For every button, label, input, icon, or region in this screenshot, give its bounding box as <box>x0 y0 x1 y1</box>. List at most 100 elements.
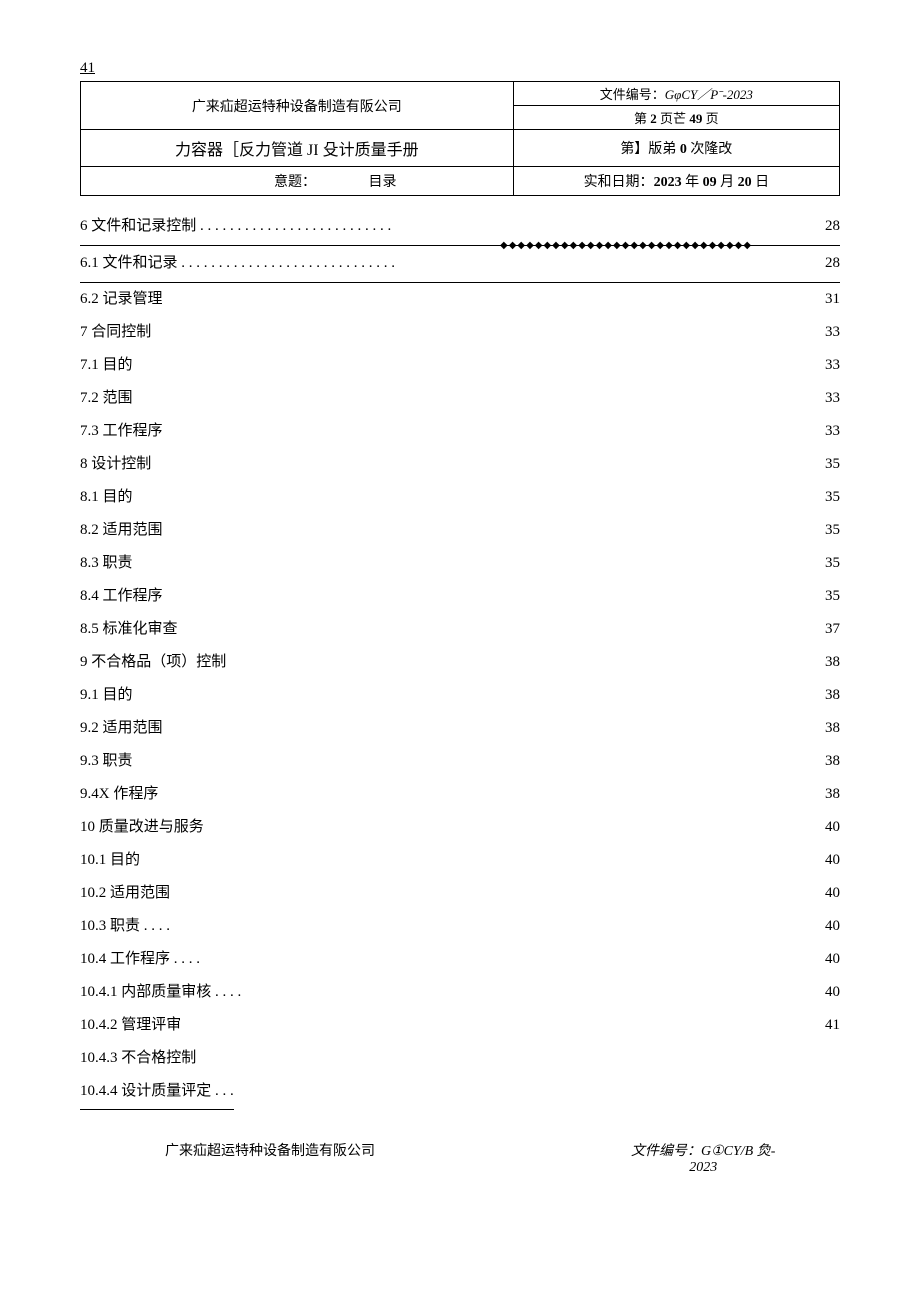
toc-label: 7.1 目的 <box>80 349 133 382</box>
toc-page-number: 31 <box>805 283 840 316</box>
toc-label: 10.1 目的 <box>80 844 140 877</box>
toc-page-number: 40 <box>805 844 840 877</box>
footer-doc-num2: 2023 <box>689 1160 717 1175</box>
toc-page-number: 28 <box>805 247 840 280</box>
page-corner-number: 41 <box>80 60 840 77</box>
toc-page-number: 35 <box>805 448 840 481</box>
toc-page-number: 28 <box>805 210 840 243</box>
toc-row: 6.2 记录管理 31 <box>80 283 840 316</box>
date-label: 实和日期： <box>584 175 654 190</box>
toc-row: 10 质量改进与服务 40 <box>80 811 840 844</box>
toc-row: 10.4.4 设计质量评定 . . . <box>80 1075 840 1110</box>
footer-doc-label: 文件编号： <box>631 1144 701 1159</box>
date-day: 20 <box>738 175 752 190</box>
toc-label: 7.3 工作程序 <box>80 415 163 448</box>
date-month: 09 <box>703 175 717 190</box>
page-mid: 页芒 <box>657 111 690 126</box>
toc-page-number: 38 <box>805 679 840 712</box>
toc-label: 8.4 工作程序 <box>80 580 163 613</box>
toc-label: 10.3 职责 . . . . <box>80 910 170 943</box>
toc-row: 10.4.1 内部质量审核 . . . . 40 <box>80 976 840 1009</box>
toc-row: 7.3 工作程序 33 <box>80 415 840 448</box>
toc-page-number: 35 <box>805 514 840 547</box>
toc-label: 10 质量改进与服务 <box>80 811 204 844</box>
toc-label: 9 不合格品（项）控制 <box>80 646 226 679</box>
toc-page-number: 40 <box>805 943 840 976</box>
toc-page-number: 40 <box>805 910 840 943</box>
toc-page-number: 41 <box>805 1009 840 1042</box>
toc-page-number: 38 <box>805 745 840 778</box>
date-year: 2023 <box>654 175 682 190</box>
date-m: 月 <box>717 175 738 190</box>
version-prefix: 第】版弟 <box>620 142 680 157</box>
toc-row: 10.4 工作程序 . . . . 40 <box>80 943 840 976</box>
toc-label: 8.1 目的 <box>80 481 133 514</box>
subject-cell: 意题： 目录 <box>81 167 514 196</box>
toc-label: 8.3 职责 <box>80 547 133 580</box>
toc-row: 8.4 工作程序 35 <box>80 580 840 613</box>
toc-page-number: 33 <box>805 349 840 382</box>
toc-row: 8.1 目的 35 <box>80 481 840 514</box>
toc-page-number: 38 <box>805 646 840 679</box>
document-page: 41 广来疝超运特种设备制造有阪公司 文件编号：GφCY／Pˉ-2023 第 2… <box>0 0 920 1216</box>
footer-company: 广来疝超运特种设备制造有阪公司 <box>80 1140 460 1176</box>
subject-value: 目录 <box>320 171 446 191</box>
date-cell: 实和日期：2023 年 09 月 20 日 <box>513 167 839 196</box>
doc-number-label: 文件编号： <box>600 87 665 102</box>
company-name: 广来疝超运特种设备制造有阪公司 <box>192 100 402 115</box>
toc-row: 8 设计控制 35 <box>80 448 840 481</box>
toc-row: 9.4X 作程序 38 <box>80 778 840 811</box>
toc-page-number: 33 <box>805 382 840 415</box>
toc-label: 7.2 范围 <box>80 382 133 415</box>
toc-row: 8.5 标准化审查 37 <box>80 613 840 646</box>
toc-row: 8.3 职责35 <box>80 547 840 580</box>
toc-row: 10.1 目的 40 <box>80 844 840 877</box>
footer-doc-num: G①CY/B 烉- <box>701 1144 775 1159</box>
page-prefix: 第 <box>634 111 650 126</box>
header-table: 广来疝超运特种设备制造有阪公司 文件编号：GφCY／Pˉ-2023 第 2 页芒… <box>80 81 840 196</box>
table-of-contents: 6 文件和记录控制 . . . . . . . . . . . . . . . … <box>80 210 840 1110</box>
page-count-cell: 第 2 页芒 49 页 <box>513 106 839 130</box>
toc-page-number: 35 <box>805 580 840 613</box>
toc-label: 10.4 工作程序 . . . . <box>80 943 200 976</box>
page-suffix: 页 <box>702 111 718 126</box>
toc-row: 10.4.3 不合格控制 <box>80 1042 840 1075</box>
toc-label: 6.1 文件和记录 . . . . . . . . . . . . . . . … <box>80 247 395 280</box>
toc-row: 9.1 目的38 <box>80 679 840 712</box>
toc-label: 8.5 标准化审查 <box>80 613 178 646</box>
toc-label: 10.4.3 不合格控制 <box>80 1042 196 1075</box>
toc-page-number: 40 <box>805 976 840 1009</box>
toc-row: 6.1 文件和记录 . . . . . . . . . . . . . . . … <box>80 247 840 283</box>
toc-page-number: 33 <box>805 415 840 448</box>
toc-page-number: 37 <box>805 613 840 646</box>
toc-page-number: 33 <box>805 316 840 349</box>
doc-number-value: GφCY／Pˉ-2023 <box>665 87 753 102</box>
toc-label: 9.3 职责 <box>80 745 133 778</box>
toc-row: 7.1 目的 33 <box>80 349 840 382</box>
toc-label: 9.2 适用范围 <box>80 712 163 745</box>
footer-doc-number: 文件编号：G①CY/B 烉- 2023 <box>566 1140 840 1176</box>
toc-page-number: 40 <box>805 877 840 910</box>
toc-row: 8.2 适用范围 35 <box>80 514 840 547</box>
toc-label: 8 设计控制 <box>80 448 151 481</box>
version-cell: 第】版弟 0 次隆改 <box>513 130 839 167</box>
toc-page-number: 35 <box>805 481 840 514</box>
doc-number-cell: 文件编号：GφCY／Pˉ-2023 <box>513 82 839 106</box>
page-total: 49 <box>689 111 702 126</box>
date-d: 日 <box>752 175 770 190</box>
toc-page-number: 38 <box>805 778 840 811</box>
manual-title: 力容器［反力管道 JI 殳计质量手册 <box>175 142 419 159</box>
subject-label: 意题： <box>148 171 316 191</box>
toc-row: 10.2 适用范围40 <box>80 877 840 910</box>
toc-label: 9.4X 作程序 <box>80 778 158 811</box>
toc-label: 6.2 记录管理 <box>80 283 163 316</box>
toc-label: 6 文件和记录控制 . . . . . . . . . . . . . . . … <box>80 210 391 243</box>
footer: 广来疝超运特种设备制造有阪公司 文件编号：G①CY/B 烉- 2023 <box>80 1140 840 1176</box>
toc-row: 9.3 职责 38 <box>80 745 840 778</box>
company-cell: 广来疝超运特种设备制造有阪公司 <box>81 82 514 130</box>
toc-row: 7.2 范围 33 <box>80 382 840 415</box>
toc-label: 8.2 适用范围 <box>80 514 163 547</box>
toc-label: 10.4.2 管理评审 <box>80 1009 181 1042</box>
toc-page-number: 40 <box>805 811 840 844</box>
toc-label: 10.4.1 内部质量审核 . . . . <box>80 976 241 1009</box>
